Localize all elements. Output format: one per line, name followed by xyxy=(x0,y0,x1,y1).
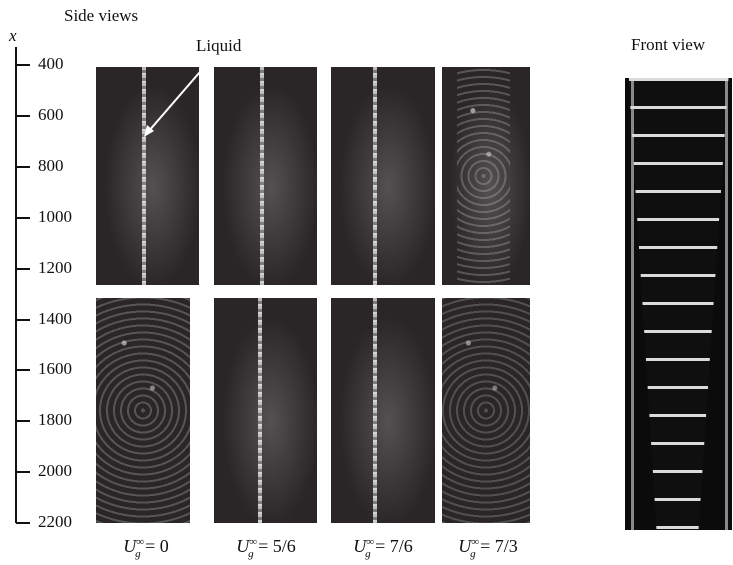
caption-1: U∞g = 0 xyxy=(123,536,169,560)
axis-tick xyxy=(16,268,30,270)
caption-4: U∞g = 7/3 xyxy=(458,536,518,560)
spray-photo-bottom-1 xyxy=(96,298,190,523)
axis-tick-label: 800 xyxy=(38,156,64,175)
axis-symbol: x xyxy=(9,26,17,45)
axis-tick xyxy=(16,166,30,168)
front-view-photo xyxy=(625,78,732,530)
axis-tick xyxy=(16,115,30,117)
jet-photo-bottom-2 xyxy=(214,298,317,523)
axis-tick-label: 1400 xyxy=(38,309,72,328)
axis-tick xyxy=(16,64,30,66)
liquid-annotation-arrow xyxy=(144,57,213,137)
x-axis-line xyxy=(15,47,17,523)
axis-tick-label: 2000 xyxy=(38,461,72,480)
jet-photo-top-2 xyxy=(214,67,317,285)
caption-2: U∞g = 5/6 xyxy=(236,536,296,560)
axis-tick xyxy=(16,217,30,219)
liquid-annotation-label: Liquid xyxy=(196,36,242,55)
axis-tick xyxy=(16,420,30,422)
spray-photo-bottom-4 xyxy=(442,298,530,523)
axis-tick-label: 1800 xyxy=(38,410,72,429)
side-views-title: Side views xyxy=(64,6,139,25)
jet-photo-bottom-3 xyxy=(331,298,435,523)
axis-tick-label: 2200 xyxy=(38,512,72,531)
axis-tick xyxy=(16,471,30,473)
axis-tick-label: 1000 xyxy=(38,207,72,226)
spray-photo-top-4 xyxy=(442,67,530,285)
axis-tick-label: 600 xyxy=(38,105,64,124)
axis-tick xyxy=(16,522,30,524)
axis-tick-label: 400 xyxy=(38,54,64,73)
jet-photo-top-1 xyxy=(96,67,199,285)
front-view-title: Front view xyxy=(631,35,706,54)
axis-tick-label: 1200 xyxy=(38,258,72,277)
caption-3: U∞g = 7/6 xyxy=(353,536,413,560)
axis-tick xyxy=(16,319,30,321)
axis-tick xyxy=(16,369,30,371)
axis-tick-label: 1600 xyxy=(38,359,72,378)
jet-photo-top-3 xyxy=(331,67,435,285)
